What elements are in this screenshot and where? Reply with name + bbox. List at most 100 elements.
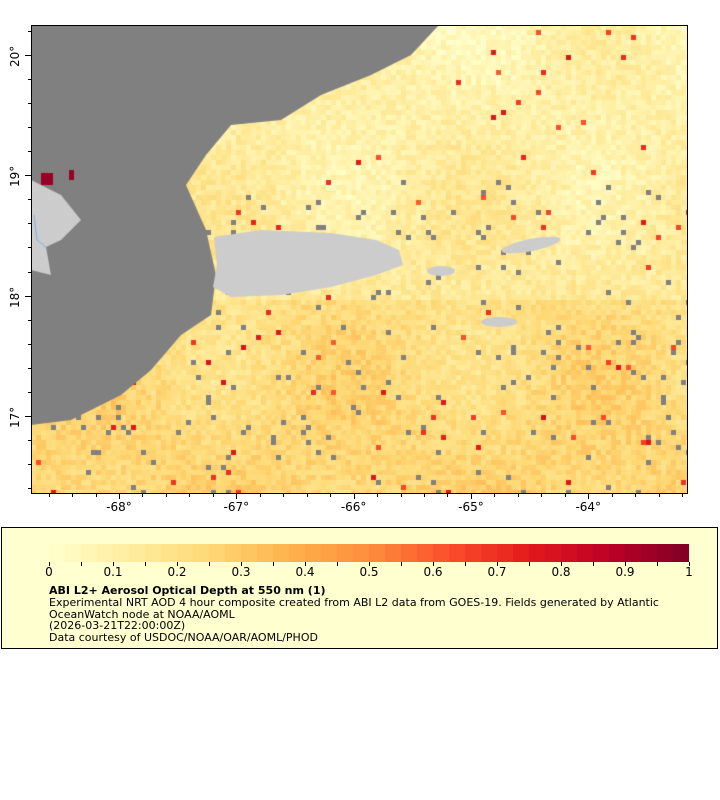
colorbar-swatch [241, 544, 257, 562]
colorbar-label: 0.9 [615, 565, 635, 579]
lon-label: -68° [106, 500, 132, 514]
lon-minor-tick [635, 494, 637, 497]
lon-minor-tick [447, 494, 449, 497]
lon-minor-tick [353, 494, 355, 497]
colorbar-tick [81, 562, 82, 566]
lat-minor-tick [28, 487, 31, 489]
lat-label: 19° [8, 166, 22, 188]
colorbar-tick [369, 562, 370, 566]
lat-minor-tick [28, 175, 31, 177]
legend-panel: 0 0.1 0.2 0.3 0.4 0.5 0.6 0.7 0.8 0.9 1 ABI L2+ Ae… [1, 527, 718, 649]
lon-minor-tick [189, 494, 191, 497]
legend-description-1: Experimental NRT AOD 4 hour composite cr… [49, 596, 659, 609]
lon-minor-tick [658, 494, 660, 497]
colorbar-swatch [625, 544, 641, 562]
lon-minor-tick [48, 494, 50, 497]
colorbar-swatch [593, 544, 609, 562]
colorbar-swatch [497, 544, 513, 562]
lat-label: 17° [8, 406, 22, 428]
lon-minor-tick [682, 494, 684, 497]
lon-minor-tick [95, 494, 97, 497]
colorbar-label: 0.4 [295, 565, 315, 579]
lat-minor-tick [28, 271, 31, 273]
lon-minor-tick [212, 494, 214, 497]
colorbar-swatch [673, 544, 689, 562]
colorbar-label: 1 [685, 565, 693, 579]
lon-minor-tick [142, 494, 144, 497]
colorbar-swatch [145, 544, 161, 562]
lat-minor-tick [28, 31, 31, 32]
colorbar-tick [593, 562, 594, 566]
lat-minor-tick [28, 343, 31, 345]
colorbar-label: 0.6 [423, 565, 443, 579]
colorbar-swatch [193, 544, 209, 562]
aod-map [31, 25, 688, 494]
colorbar-swatch [305, 544, 321, 562]
lon-minor-tick [470, 494, 472, 497]
lat-minor-tick [28, 415, 31, 417]
lat-minor-tick [28, 151, 31, 153]
colorbar-swatch [545, 544, 561, 562]
legend-title: ABI L2+ Aerosol Optical Depth at 550 nm … [49, 584, 326, 597]
lon-minor-tick [588, 494, 590, 497]
lon-minor-tick [306, 494, 308, 497]
colorbar-tick [497, 562, 498, 566]
colorbar-swatch [385, 544, 401, 562]
colorbar-swatch [337, 544, 353, 562]
lon-label: -65° [458, 500, 484, 514]
colorbar-swatch [449, 544, 465, 562]
colorbar-tick [529, 562, 530, 566]
lon-minor-tick [424, 494, 426, 497]
colorbar-tick [401, 562, 402, 566]
legend-credit: Data courtesy of USDOC/NOAA/OAR/AOML/PHO… [49, 630, 318, 644]
colorbar-tick [561, 562, 562, 566]
lat-minor-tick [28, 199, 31, 201]
colorbar-swatch [561, 544, 577, 562]
colorbar-tick [337, 562, 338, 566]
colorbar-swatch [65, 544, 81, 562]
lon-minor-tick [517, 494, 519, 497]
lat-minor-tick [28, 295, 31, 297]
colorbar-swatch [81, 544, 97, 562]
colorbar-label: 0 [45, 565, 53, 579]
colorbar-tick [689, 562, 690, 566]
colorbar-tick [305, 562, 306, 566]
colorbar-swatch [225, 544, 241, 562]
colorbar-swatch [129, 544, 145, 562]
lat-minor-tick [28, 247, 31, 249]
colorbar-label: 0.3 [231, 565, 251, 579]
lon-minor-tick [541, 494, 543, 497]
colorbar-swatch [113, 544, 129, 562]
colorbar-label: 0.1 [103, 565, 123, 579]
lon-minor-tick [236, 494, 238, 497]
colorbar-label: 0.8 [551, 565, 571, 579]
colorbar-swatch [529, 544, 545, 562]
lon-minor-tick [494, 494, 496, 497]
colorbar-tick [49, 562, 50, 566]
colorbar-tick [113, 562, 114, 566]
lat-minor-tick [28, 223, 31, 225]
lon-minor-tick [283, 494, 285, 497]
lon-minor-tick [330, 494, 332, 497]
colorbar-tick [465, 562, 466, 566]
colorbar-swatch [273, 544, 289, 562]
lat-minor-tick [28, 103, 31, 105]
colorbar-swatch [609, 544, 625, 562]
colorbar-swatch [417, 544, 433, 562]
legend-description-2: OceanWatch node at NOAA/AOML [49, 607, 235, 621]
colorbar-swatch [177, 544, 193, 562]
colorbar-tick [625, 562, 626, 566]
colorbar-tick [241, 562, 242, 566]
colorbar-swatch [369, 544, 385, 562]
colorbar-swatch [657, 544, 673, 562]
colorbar-tick [433, 562, 434, 566]
colorbar-swatch [49, 544, 65, 562]
colorbar-swatch [641, 544, 657, 562]
lat-minor-tick [28, 367, 31, 369]
lat-minor-tick [28, 79, 31, 81]
lat-minor-tick [28, 55, 31, 57]
lon-minor-tick [72, 494, 74, 497]
colorbar-swatch [353, 544, 369, 562]
lon-label: -66° [340, 500, 367, 514]
colorbar-tick [145, 562, 146, 566]
